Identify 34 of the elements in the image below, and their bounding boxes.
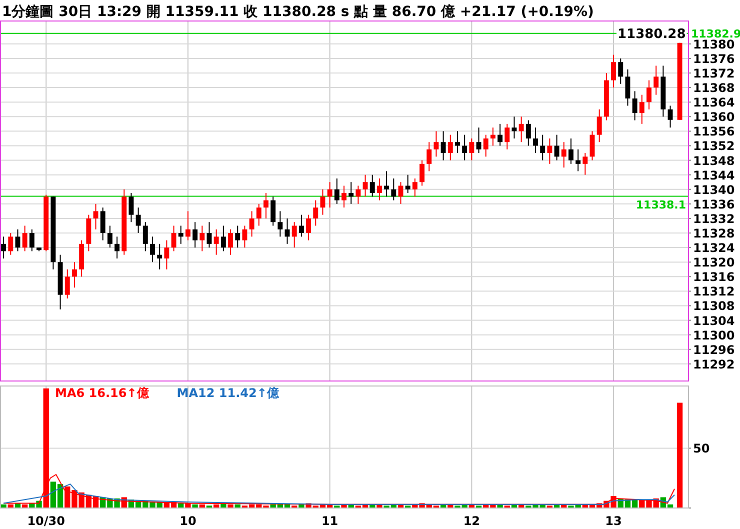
x-tick-label: 13 — [605, 514, 622, 528]
y-tick-label: 11292 — [693, 357, 735, 372]
y-tick-label: 11336 — [693, 197, 735, 212]
y-tick-label: 11304 — [693, 314, 735, 328]
y-tick-label: 11312 — [693, 284, 735, 299]
x-tick-label: 12 — [463, 514, 480, 528]
y-tick-label: 11308 — [693, 299, 735, 314]
chart-title: 1分鐘圖 30日 13:29 開 11359.11 收 11380.28 s 點 量 86.70 億 +21.17 (+0.19%) — [2, 3, 594, 20]
bar — [676, 402, 683, 508]
y-tick-label: 11296 — [693, 342, 735, 357]
y-tick-label: 11368 — [693, 81, 735, 96]
y-tick-label: 11376 — [693, 52, 735, 66]
y-tick-label: 11332 — [693, 212, 735, 226]
y-tick-label: 11344 — [693, 168, 735, 182]
y-tick-label: 11328 — [693, 226, 735, 240]
y-tick-label: 11352 — [693, 139, 735, 154]
annotation: 11380.28 — [618, 26, 686, 42]
y-tick-label: 11300 — [693, 328, 735, 342]
text: MA6 16.16↑億 — [55, 386, 150, 400]
x-tick-label: 11 — [321, 514, 338, 528]
text: MA12 11.42↑億 — [176, 386, 280, 400]
y-tick-label: 11348 — [693, 154, 735, 168]
ref-line-label: 11338.1 — [636, 198, 686, 212]
y-tick-label: 11320 — [693, 256, 735, 270]
y-tick-label: 11360 — [693, 110, 735, 124]
y-tick-label: 11372 — [693, 66, 735, 80]
y-tick-label: 11356 — [693, 124, 735, 139]
y-tick-label: 11316 — [693, 270, 735, 284]
x-tick-label: 10/30 — [27, 514, 65, 528]
x-tick-label: 10 — [180, 514, 196, 528]
y-tick-label: 11340 — [693, 182, 735, 197]
y-tick-label: 11364 — [693, 96, 735, 110]
y-tick-label: 50 — [693, 442, 710, 456]
y-tick-label: 11324 — [693, 241, 735, 256]
